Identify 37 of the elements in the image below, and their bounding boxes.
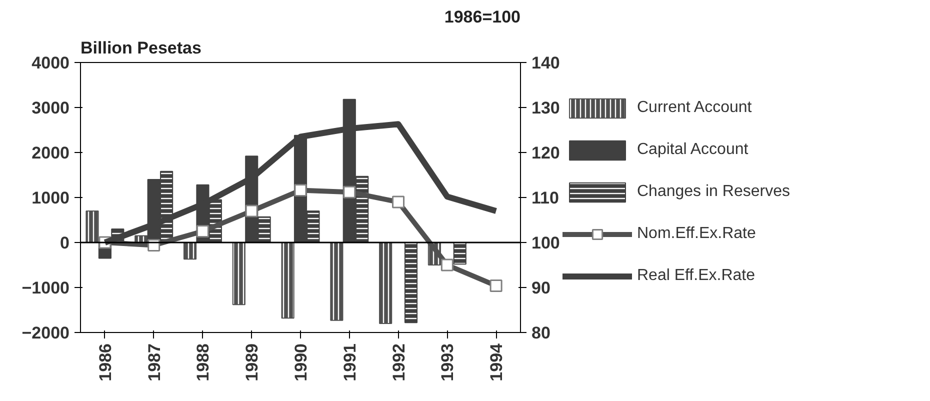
x-tick-label: 1990 — [292, 343, 310, 382]
y-tick-label: 3000 — [32, 98, 70, 118]
legend-label: Real Eff.Ex.Rate — [637, 267, 755, 285]
y2-tick-label: 140 — [532, 54, 560, 72]
x-tick-label: 1992 — [389, 343, 408, 382]
x-tick-label: 1989 — [242, 343, 262, 382]
y2-tick-label: 90 — [532, 278, 550, 298]
x-tick-label: 1987 — [144, 343, 164, 382]
y2-tick-label: 130 — [532, 98, 560, 118]
y2-tick-label: 100 — [532, 234, 560, 252]
point — [392, 196, 405, 208]
x-tick-label: 1986 — [96, 343, 115, 382]
point — [196, 225, 209, 238]
y2-axis-title: 1986=100 — [444, 8, 521, 26]
x-tick-label: 1993 — [438, 343, 458, 382]
point — [440, 258, 454, 272]
legend-label: Capital Account — [637, 141, 748, 159]
x-tick-label: 1991 — [340, 343, 360, 382]
y2-tick-label: 110 — [532, 188, 559, 208]
x-tick-label: 1994 — [487, 342, 506, 382]
y-axis-title: Billion Pesetas — [80, 38, 202, 58]
y2-tick-label: 80 — [532, 324, 550, 342]
point — [490, 279, 502, 292]
y-tick-label: −2000 — [22, 324, 70, 342]
legend-label: Current Account — [637, 99, 752, 117]
y-tick-label: −1000 — [22, 278, 70, 298]
legend-label: Nom.Eff.Ex.Rate — [637, 225, 756, 243]
y-tick-label: 2000 — [32, 144, 70, 162]
point — [294, 184, 307, 197]
x-tick-label: 1988 — [194, 343, 213, 382]
y2-tick-label: 120 — [532, 144, 560, 162]
legend-label: Changes in Reserves — [637, 183, 790, 201]
y-tick-label: 4000 — [32, 54, 70, 72]
point — [343, 186, 356, 198]
y-tick-label: 1000 — [32, 188, 70, 208]
y-tick-label: 0 — [60, 234, 70, 252]
point — [245, 204, 258, 218]
